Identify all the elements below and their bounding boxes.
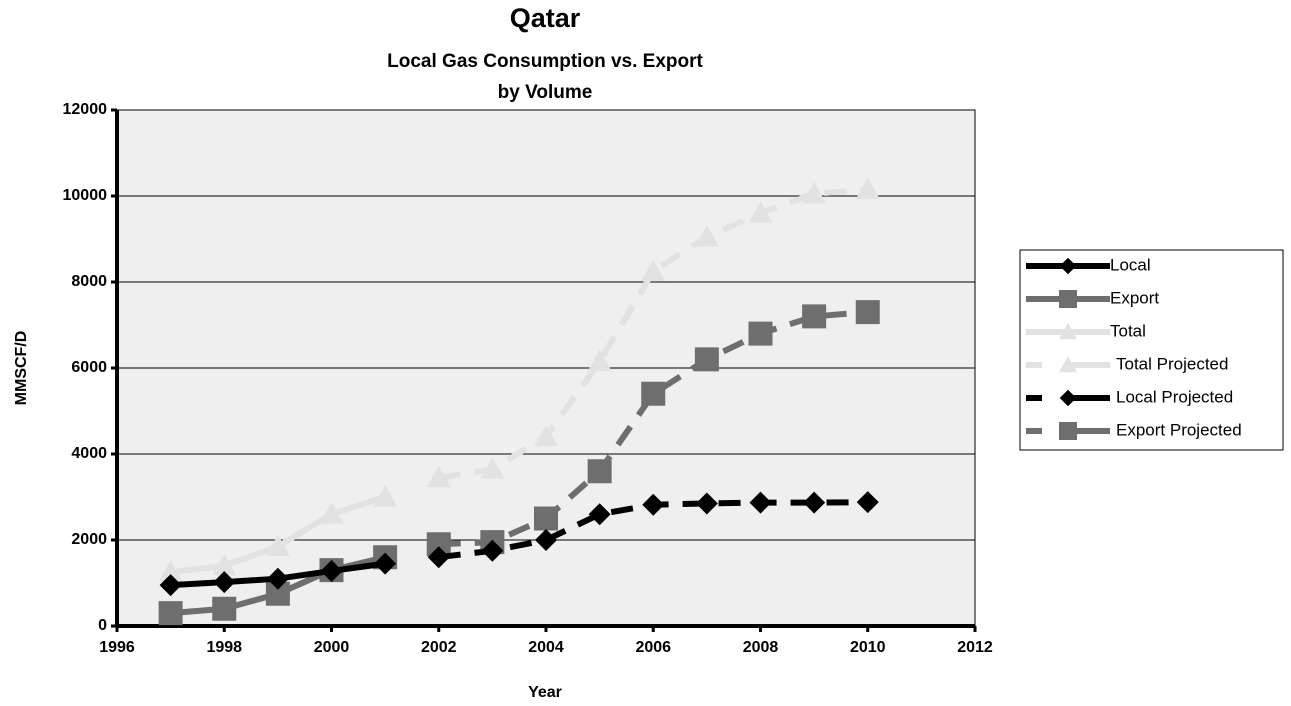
chart-title: Qatar	[510, 3, 581, 33]
data-point	[158, 601, 183, 626]
data-point	[427, 546, 450, 569]
y-tick-label: 12000	[63, 101, 108, 118]
data-point	[265, 534, 290, 557]
legend-label: Export	[1110, 288, 1159, 307]
y-tick-label: 0	[98, 617, 107, 634]
data-point	[374, 552, 397, 575]
data-point	[695, 492, 718, 515]
legend-label: Local	[1110, 255, 1151, 274]
x-tick-label: 2008	[743, 639, 779, 656]
y-tick-label: 4000	[71, 445, 107, 462]
x-tick-label: 2004	[528, 639, 564, 656]
data-point	[266, 567, 289, 590]
data-point	[802, 181, 827, 204]
legend-swatch-marker	[1059, 323, 1077, 340]
data-point	[642, 493, 665, 516]
data-point	[802, 304, 827, 329]
data-point	[535, 529, 557, 551]
data-point	[855, 177, 880, 200]
y-axis-label: MMSCF/D	[13, 331, 30, 406]
legend-swatch-marker	[1059, 389, 1077, 407]
data-point	[694, 347, 719, 372]
legend-swatch-marker	[1059, 422, 1077, 440]
data-point	[588, 503, 611, 526]
data-point	[749, 491, 772, 514]
data-point	[641, 381, 666, 406]
x-tick-label: 1998	[206, 639, 242, 656]
x-tick-label: 2002	[421, 639, 457, 656]
data-point	[320, 559, 343, 582]
y-tick-label: 10000	[63, 187, 108, 204]
legend-swatch-marker	[1059, 356, 1077, 373]
x-tick-label: 1996	[99, 639, 135, 656]
x-tick-label: 2000	[314, 639, 350, 656]
data-point	[748, 201, 773, 223]
x-tick-label: 2006	[635, 639, 671, 656]
data-point	[534, 424, 558, 447]
data-point	[587, 349, 612, 372]
legend-swatch-marker	[1059, 290, 1077, 308]
legend-swatch-marker	[1059, 257, 1077, 275]
data-point	[212, 596, 237, 621]
data-point	[212, 553, 237, 576]
y-tick-label: 8000	[71, 273, 107, 290]
data-point	[855, 300, 880, 325]
y-tick-label: 2000	[71, 531, 107, 548]
chart-subtitle: Local Gas Consumption vs. Export	[387, 51, 703, 72]
data-point	[481, 539, 504, 562]
x-tick-label: 2010	[850, 639, 886, 656]
data-point	[373, 485, 398, 507]
chart-subtitle: by Volume	[498, 82, 593, 103]
data-point	[159, 574, 182, 597]
data-point	[694, 224, 719, 247]
data-point	[265, 581, 290, 606]
data-point	[480, 457, 505, 479]
data-point	[803, 491, 826, 514]
data-point	[534, 506, 558, 531]
data-point	[426, 465, 451, 488]
data-point	[213, 571, 236, 594]
data-point	[587, 459, 612, 484]
data-point	[426, 532, 451, 557]
data-point	[856, 491, 879, 514]
legend-label: Export Projected	[1116, 420, 1242, 439]
data-point	[319, 502, 344, 524]
series-line	[438, 309, 868, 548]
data-point	[748, 321, 773, 346]
series-line	[438, 186, 868, 481]
legend-label: Local Projected	[1116, 387, 1233, 406]
legend-label: Total Projected	[1116, 354, 1228, 373]
legend-label: Total	[1110, 321, 1146, 340]
data-point	[158, 560, 183, 582]
x-tick-label: 2012	[957, 639, 993, 656]
x-axis-label: Year	[528, 684, 562, 701]
legend	[1019, 249, 1284, 451]
data-point	[641, 259, 666, 281]
y-tick-label: 6000	[71, 359, 107, 376]
